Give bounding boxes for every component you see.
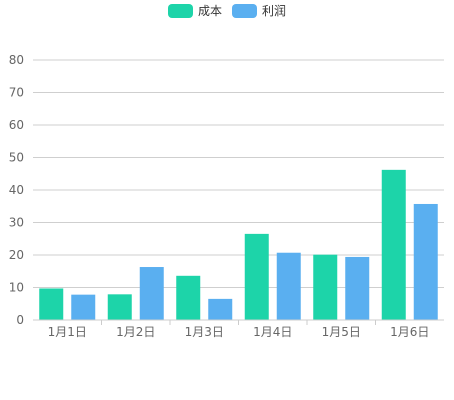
x-axis-tick-labels: 1月1日 1月2日 1月3日 1月4日 1月5日 1月6日 — [48, 325, 430, 339]
bar-cost-3[interactable] — [176, 275, 201, 320]
legend-item-profit[interactable]: 利润 — [232, 4, 286, 18]
bar-profit-4[interactable] — [276, 252, 301, 320]
y-tick-label-40: 40 — [9, 183, 24, 197]
y-tick-label-20: 20 — [9, 248, 24, 262]
x-tick-label-1: 1月1日 — [48, 325, 87, 339]
legend-swatch-cost — [167, 4, 193, 18]
y-tick-label-70: 70 — [9, 86, 24, 100]
bar-cost-5[interactable] — [313, 254, 338, 320]
bar-cost-2[interactable] — [107, 294, 132, 320]
x-tick-label-4: 1月4日 — [253, 325, 292, 339]
y-tick-label-50: 50 — [9, 151, 24, 165]
y-tick-label-80: 80 — [9, 53, 24, 67]
grid-lines — [33, 59, 444, 288]
bar-profit-3[interactable] — [208, 298, 233, 320]
legend-label-profit: 利润 — [262, 4, 287, 18]
bars — [39, 169, 438, 320]
legend: 成本 利润 — [0, 4, 454, 18]
bar-profit-2[interactable] — [139, 267, 164, 320]
bar-cost-1[interactable] — [39, 288, 64, 320]
x-tick-label-2: 1月2日 — [116, 325, 155, 339]
y-tick-label-10: 10 — [9, 281, 24, 295]
bar-cost-6[interactable] — [381, 169, 406, 320]
legend-label-cost: 成本 — [197, 4, 222, 18]
bar-profit-1[interactable] — [71, 294, 96, 320]
legend-item-cost[interactable]: 成本 — [167, 4, 222, 18]
x-axis — [33, 319, 444, 325]
y-axis-tick-labels: 0 10 20 30 40 50 60 70 80 — [9, 53, 24, 327]
x-tick-label-3: 1月3日 — [185, 325, 224, 339]
y-tick-label-0: 0 — [16, 313, 24, 327]
bar-profit-5[interactable] — [345, 256, 370, 320]
bar-cost-4[interactable] — [244, 233, 269, 320]
x-tick-label-5: 1月5日 — [322, 325, 361, 339]
y-tick-label-60: 60 — [9, 118, 24, 132]
bar-profit-6[interactable] — [413, 203, 438, 320]
y-tick-label-30: 30 — [9, 216, 24, 230]
x-tick-label-6: 1月6日 — [390, 325, 429, 339]
legend-swatch-profit — [232, 4, 257, 18]
